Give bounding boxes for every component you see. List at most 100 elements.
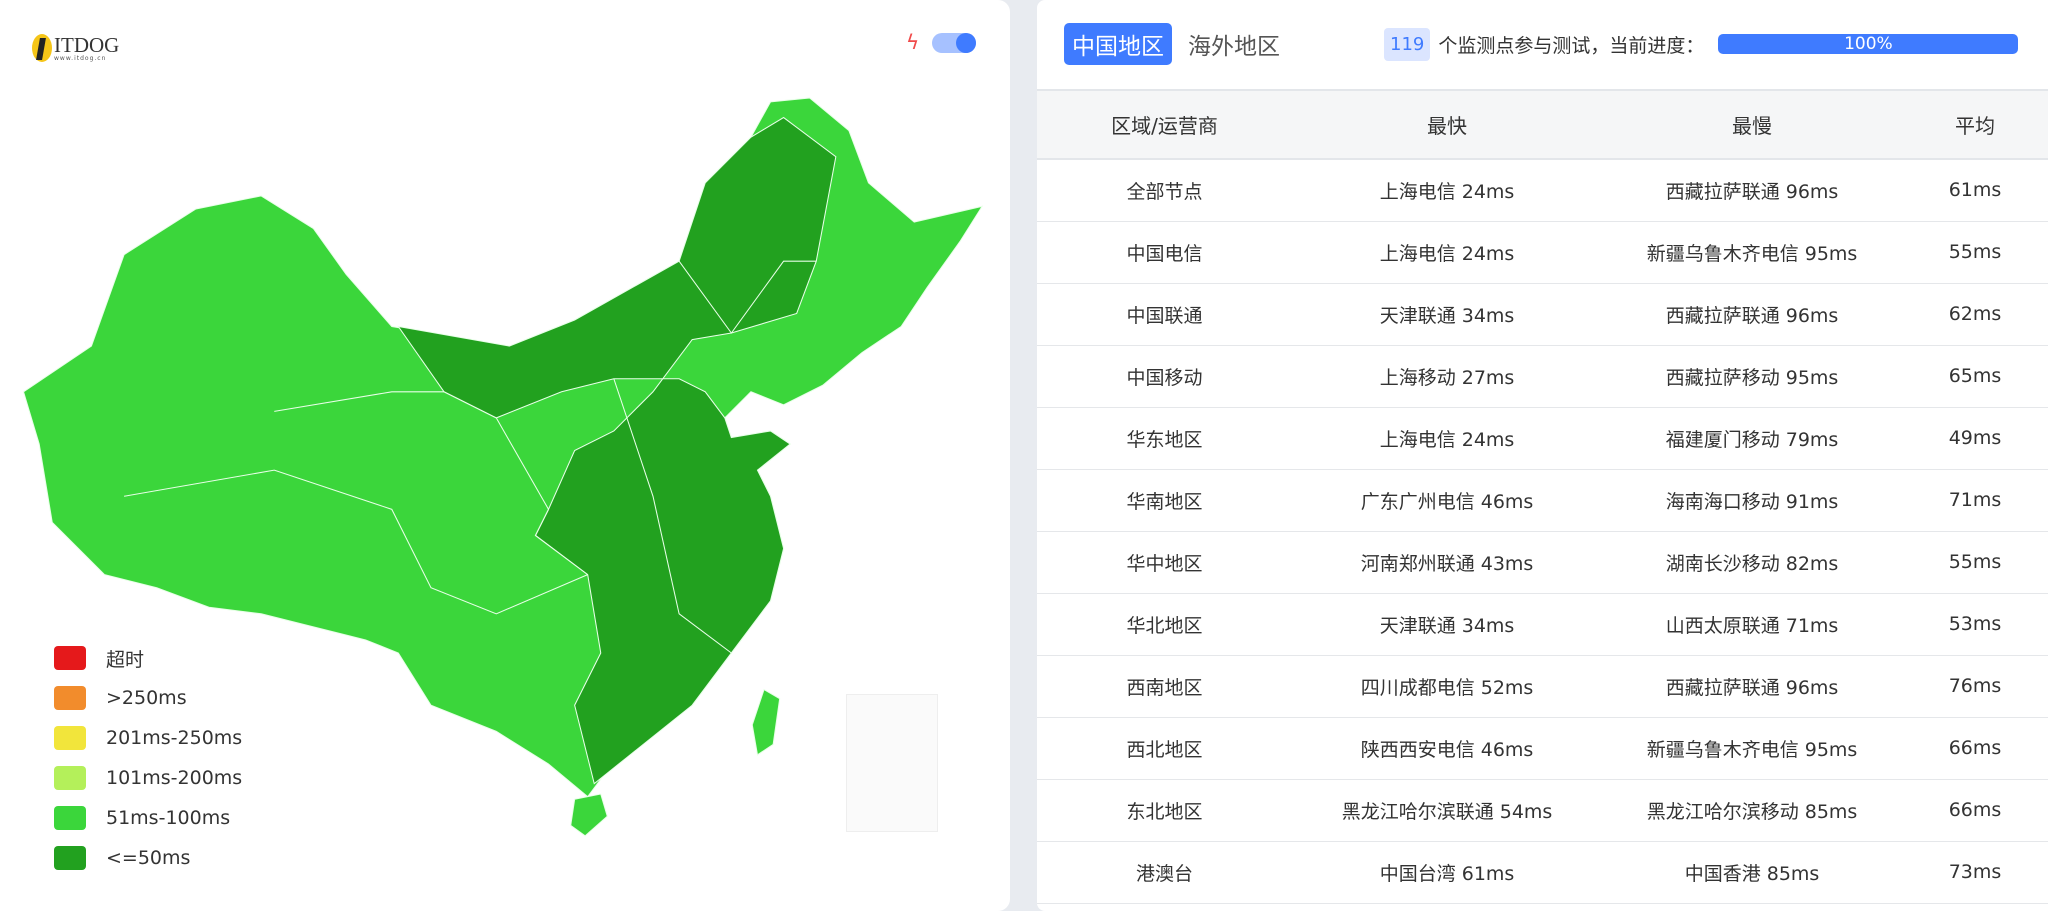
cell-slowest: 黑龙江哈尔滨移动 85ms	[1602, 779, 1902, 842]
province-border	[678, 260, 817, 334]
table-row: 华南地区 广东广州电信 46ms 海南海口移动 91ms 71ms	[1037, 469, 2048, 532]
cell-region: 西南地区	[1037, 655, 1292, 718]
map-region-taiwan[interactable]	[751, 688, 781, 756]
node-count-badge: 119	[1384, 27, 1431, 61]
table-row: 东北地区 黑龙江哈尔滨联通 54ms 黑龙江哈尔滨移动 85ms 66ms	[1037, 779, 2048, 842]
cell-fastest: 陕西西安电信 46ms	[1292, 717, 1602, 780]
header-region: 区域/运营商	[1037, 89, 1292, 160]
legend-label: >250ms	[106, 687, 187, 709]
cell-average: 71ms	[1902, 469, 2048, 532]
map-region-hainan[interactable]	[570, 793, 608, 837]
map-panel: ITDOG www.itdog.cn ϟ 超时 >250ms 201ms-250…	[0, 0, 1010, 911]
cell-average: 55ms	[1902, 531, 2048, 594]
cell-fastest: 天津联通 34ms	[1292, 593, 1602, 656]
itdog-logo: ITDOG www.itdog.cn	[32, 34, 119, 62]
cell-fastest: 上海电信 24ms	[1292, 159, 1602, 222]
legend-label: 51ms-100ms	[106, 807, 231, 829]
cell-region: 华中地区	[1037, 531, 1292, 594]
logo-name: ITDOG	[54, 32, 120, 57]
cell-region: 东北地区	[1037, 779, 1292, 842]
legend-item: 201ms-250ms	[54, 718, 242, 758]
cell-slowest: 福建厦门移动 79ms	[1602, 407, 1902, 470]
results-panel: 中国地区 海外地区 119 个监测点参与测试，当前进度： 100% 区域/运营商…	[1037, 0, 2048, 911]
cell-region: 港澳台	[1037, 841, 1292, 904]
cell-slowest: 西藏拉萨联通 96ms	[1602, 655, 1902, 718]
table-row: 西南地区 四川成都电信 52ms 西藏拉萨联通 96ms 76ms	[1037, 655, 2048, 718]
latency-table: 区域/运营商 最快 最慢 平均 全部节点 上海电信 24ms 西藏拉萨联通 96ms…	[1037, 89, 2048, 904]
cell-slowest: 新疆乌鲁木齐电信 95ms	[1602, 717, 1902, 780]
legend-swatch	[54, 806, 86, 830]
cell-region: 华东地区	[1037, 407, 1292, 470]
cell-slowest: 西藏拉萨联通 96ms	[1602, 283, 1902, 346]
province-border	[613, 378, 732, 654]
legend-swatch	[54, 646, 86, 670]
cell-fastest: 上海电信 24ms	[1292, 407, 1602, 470]
cell-fastest: 中国台湾 61ms	[1292, 841, 1602, 904]
map-region-dark[interactable]	[397, 116, 837, 785]
cell-region: 华北地区	[1037, 593, 1292, 656]
header-fastest: 最快	[1292, 89, 1602, 160]
cell-average: 62ms	[1902, 283, 2048, 346]
china-latency-map	[22, 97, 984, 837]
cell-region: 中国电信	[1037, 221, 1292, 284]
cell-slowest: 新疆乌鲁木齐电信 95ms	[1602, 221, 1902, 284]
dog-logo-icon	[32, 34, 52, 62]
cell-slowest: 湖南长沙移动 82ms	[1602, 531, 1902, 594]
header-slowest: 最慢	[1602, 89, 1902, 160]
cell-region: 中国移动	[1037, 345, 1292, 408]
cell-average: 55ms	[1902, 221, 2048, 284]
cell-average: 73ms	[1902, 841, 2048, 904]
map-legend: 超时 >250ms 201ms-250ms 101ms-200ms 51ms-1…	[54, 638, 242, 878]
table-row: 华东地区 上海电信 24ms 福建厦门移动 79ms 49ms	[1037, 407, 2048, 470]
province-border	[274, 391, 589, 576]
table-row: 中国电信 上海电信 24ms 新疆乌鲁木齐电信 95ms 55ms	[1037, 221, 2048, 284]
cell-fastest: 天津联通 34ms	[1292, 283, 1602, 346]
toggle-knob	[956, 33, 976, 53]
tab-china[interactable]: 中国地区	[1064, 23, 1172, 65]
legend-label: 201ms-250ms	[106, 727, 243, 749]
legend-swatch	[54, 686, 86, 710]
table-row: 全部节点 上海电信 24ms 西藏拉萨联通 96ms 61ms	[1037, 159, 2048, 222]
legend-item: 101ms-200ms	[54, 758, 242, 798]
table-row: 中国联通 天津联通 34ms 西藏拉萨联通 96ms 62ms	[1037, 283, 2048, 346]
cell-fastest: 四川成都电信 52ms	[1292, 655, 1602, 718]
cell-average: 66ms	[1902, 779, 2048, 842]
progress-bar: 100%	[1718, 34, 2019, 54]
cell-region: 全部节点	[1037, 159, 1292, 222]
lightning-icon: ϟ	[906, 30, 920, 54]
table-row: 华北地区 天津联通 34ms 山西太原联通 71ms 53ms	[1037, 593, 2048, 656]
cell-slowest: 海南海口移动 91ms	[1602, 469, 1902, 532]
tab-overseas[interactable]: 海外地区	[1188, 34, 1280, 60]
cell-average: 49ms	[1902, 407, 2048, 470]
province-border	[123, 469, 588, 615]
results-header: 中国地区 海外地区 119 个监测点参与测试，当前进度： 100%	[1064, 23, 2024, 65]
logo-url: www.itdog.cn	[54, 54, 107, 62]
header-average: 平均	[1902, 89, 2048, 160]
legend-swatch	[54, 766, 86, 790]
fast-mode-toggle[interactable]	[932, 33, 976, 53]
cell-fastest: 上海电信 24ms	[1292, 221, 1602, 284]
table-header-row: 区域/运营商 最快 最慢 平均	[1037, 89, 2048, 160]
cell-average: 61ms	[1902, 159, 2048, 222]
cell-slowest: 西藏拉萨联通 96ms	[1602, 159, 1902, 222]
cell-fastest: 河南郑州联通 43ms	[1292, 531, 1602, 594]
legend-item: >250ms	[54, 678, 242, 718]
cell-average: 53ms	[1902, 593, 2048, 656]
legend-item: 超时	[54, 638, 242, 678]
cell-average: 76ms	[1902, 655, 2048, 718]
table-row: 西北地区 陕西西安电信 46ms 新疆乌鲁木齐电信 95ms 66ms	[1037, 717, 2048, 780]
cell-region: 中国联通	[1037, 283, 1292, 346]
cell-average: 66ms	[1902, 717, 2048, 780]
progress-text: 个监测点参与测试，当前进度：	[1438, 34, 1705, 57]
cell-fastest: 上海移动 27ms	[1292, 345, 1602, 408]
legend-item: <=50ms	[54, 838, 242, 878]
legend-swatch	[54, 726, 86, 750]
cell-fastest: 广东广州电信 46ms	[1292, 469, 1602, 532]
legend-label: 超时	[106, 648, 145, 671]
cell-fastest: 黑龙江哈尔滨联通 54ms	[1292, 779, 1602, 842]
cell-region: 华南地区	[1037, 469, 1292, 532]
table-row: 华中地区 河南郑州联通 43ms 湖南长沙移动 82ms 55ms	[1037, 531, 2048, 594]
legend-swatch	[54, 846, 86, 870]
table-row: 中国移动 上海移动 27ms 西藏拉萨移动 95ms 65ms	[1037, 345, 2048, 408]
cell-slowest: 中国香港 85ms	[1602, 841, 1902, 904]
